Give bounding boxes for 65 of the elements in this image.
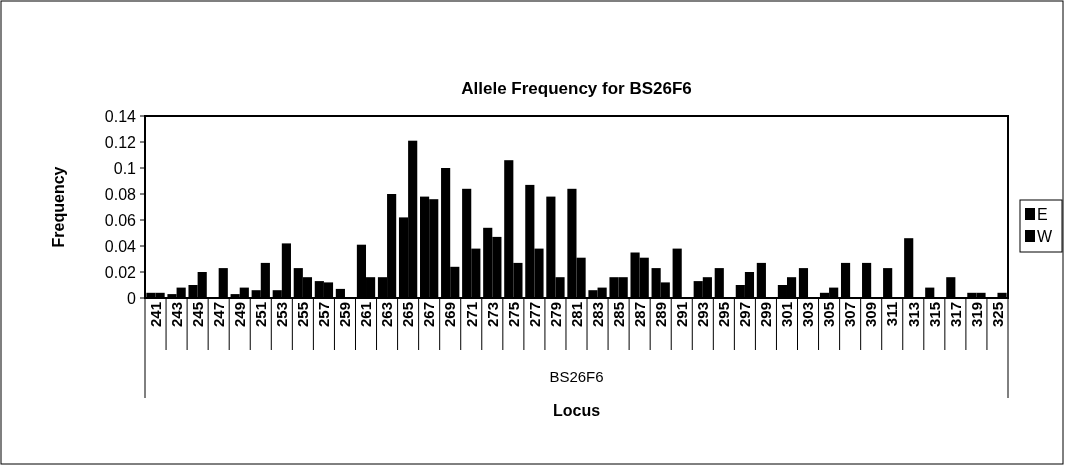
x-tick-label: 299: [757, 302, 775, 328]
x-tick-label: 261: [357, 302, 375, 328]
x-tick-label: 251: [252, 302, 270, 328]
x-tick-label: 297: [736, 302, 754, 328]
x-tick-label: 287: [630, 302, 648, 328]
bar: [798, 268, 809, 298]
x-tick-label: 253: [273, 302, 291, 328]
x-tick-label: 285: [609, 302, 627, 328]
x-tick-label: 271: [462, 302, 480, 328]
x-tick-label: 249: [230, 302, 248, 328]
y-tick-label: 0.12: [104, 133, 137, 151]
y-tick-label: 0: [127, 289, 137, 307]
x-tick-label: 267: [420, 302, 438, 328]
x-tick-label: 255: [294, 302, 312, 328]
x-tick-label: 277: [525, 302, 543, 328]
x-tick-label: 275: [504, 302, 522, 328]
x-tick-label: 301: [778, 302, 796, 328]
x-tick-label: 281: [567, 302, 585, 328]
x-tick-label: 269: [441, 302, 459, 328]
bar: [840, 262, 851, 298]
x-tick-label: 273: [483, 302, 501, 328]
bar: [672, 248, 682, 298]
bar: [714, 268, 724, 298]
x-tick-label: 289: [651, 302, 669, 328]
x-tick-label: 247: [209, 302, 227, 328]
x-tick-label: 295: [715, 302, 733, 328]
x-tick-label: 319: [967, 302, 985, 328]
x-tick-label: 291: [672, 302, 690, 328]
y-tick-label: 0.04: [104, 237, 137, 255]
x-axis-title: Locus: [552, 402, 601, 419]
text: BS26F6: [549, 368, 604, 385]
x-tick-label: 303: [799, 302, 817, 328]
bar: [946, 277, 956, 298]
x-tick-label: 307: [841, 302, 859, 328]
x-tick-label: 245: [188, 302, 206, 328]
bar: [883, 268, 893, 298]
x-tick-label: 241: [146, 302, 164, 328]
y-tick-label: 0.14: [104, 107, 137, 125]
legend-label: W: [1037, 227, 1053, 245]
x-tick-label: 259: [336, 302, 354, 328]
y-tick-label: 0.1: [113, 159, 137, 177]
x-tick-label: 263: [378, 302, 396, 328]
x-tick-label: 317: [946, 302, 964, 328]
x-tick-label: 305: [820, 302, 838, 328]
y-tick-label: 0.08: [104, 185, 137, 203]
x-tick-label: 309: [862, 302, 880, 328]
y-tick-label: 0.02: [104, 263, 137, 281]
x-tick-label: 257: [315, 302, 333, 328]
x-tick-label: 279: [546, 302, 564, 328]
x-tick-label: 325: [988, 302, 1006, 328]
y-axis-title: Frequency: [50, 166, 67, 248]
x-tick-label: 313: [904, 302, 922, 328]
legend-label: E: [1037, 205, 1048, 223]
x-tick-label: 283: [588, 302, 606, 328]
chart-title: Allele Frequency for BS26F6: [461, 79, 692, 98]
bar: [218, 268, 228, 298]
x-tick-label: 265: [399, 302, 417, 328]
bar: [862, 262, 872, 298]
bar: [756, 262, 766, 298]
x-tick-label: 311: [883, 302, 901, 327]
y-tick-label: 0.06: [104, 211, 137, 229]
x-tick-label: 243: [167, 302, 185, 328]
bar: [904, 238, 914, 298]
x-tick-label: 293: [694, 302, 712, 328]
x-tick-label: 315: [925, 302, 943, 328]
